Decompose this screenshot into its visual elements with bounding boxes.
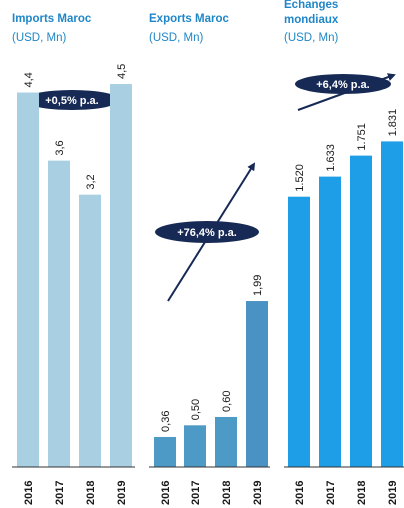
- value-label-0-2017: 3,6: [54, 140, 66, 155]
- imports-growth-label: +0,5% p.a.: [45, 95, 99, 107]
- category-label-1-2018: 2018: [221, 481, 233, 505]
- exports-title: Exports Maroc: [149, 13, 229, 25]
- exports-unit: (USD, Mn): [149, 32, 203, 44]
- value-label-0-2019: 4,5: [116, 64, 128, 79]
- category-label-1-2019: 2019: [252, 481, 264, 505]
- category-label-1-2016: 2016: [160, 481, 172, 505]
- value-label-0-2016: 4,4: [23, 72, 35, 87]
- imports-growth-badge: +0,5% p.a.: [24, 90, 120, 110]
- category-label-2-2017: 2017: [325, 481, 337, 505]
- world-growth-badge: +6,4% p.a.: [295, 74, 391, 94]
- value-label-2-2017: 1.633: [325, 144, 337, 172]
- value-label-1-2017: 0,50: [190, 399, 202, 420]
- value-label-2-2016: 1.520: [294, 164, 306, 192]
- world-unit: (USD, Mn): [284, 32, 338, 44]
- category-label-2-2016: 2016: [294, 481, 306, 505]
- bar-2-2016: [288, 196, 310, 467]
- bar-1-2016: [154, 436, 176, 467]
- category-label-2-2019: 2019: [387, 481, 399, 505]
- category-label-0-2019: 2019: [116, 481, 128, 505]
- bar-0-2018: [79, 194, 101, 467]
- category-label-1-2017: 2017: [190, 481, 202, 505]
- exports-growth-badge: +76,4% p.a.: [155, 221, 259, 243]
- bar-1-2019: [246, 301, 268, 467]
- bar-0-2017: [48, 160, 70, 467]
- world-growth-label: +6,4% p.a.: [316, 79, 370, 91]
- bar-2-2017: [319, 176, 341, 467]
- imports-unit: (USD, Mn): [12, 32, 66, 44]
- category-label-0-2017: 2017: [54, 481, 66, 505]
- world-title-line1: Echanges: [284, 0, 338, 11]
- category-label-0-2016: 2016: [23, 481, 35, 505]
- value-label-2-2019: 1.831: [387, 109, 399, 137]
- value-label-0-2018: 3,2: [85, 174, 97, 189]
- value-label-2-2018: 1.751: [356, 123, 368, 151]
- bar-0-2016: [17, 92, 39, 467]
- value-label-1-2018: 0,60: [221, 391, 233, 412]
- bar-0-2019: [110, 84, 132, 467]
- category-label-2-2018: 2018: [356, 481, 368, 505]
- world-title-line2: mondiaux: [284, 14, 339, 26]
- value-label-1-2016: 0,36: [160, 411, 172, 432]
- value-label-1-2019: 1,99: [252, 275, 264, 296]
- chart-marks: 4,4 2016 3,6 2017 3,2 2018 4,5 2019 0,36 2016 0,50…: [12, 64, 404, 505]
- bar-1-2017: [184, 425, 206, 467]
- imports-title: Imports Maroc: [12, 13, 92, 25]
- category-label-0-2018: 2018: [85, 481, 97, 505]
- bar-1-2018: [215, 416, 237, 467]
- bar-2-2019: [381, 141, 403, 467]
- bar-2-2018: [350, 155, 372, 467]
- exports-growth-label: +76,4% p.a.: [177, 227, 237, 239]
